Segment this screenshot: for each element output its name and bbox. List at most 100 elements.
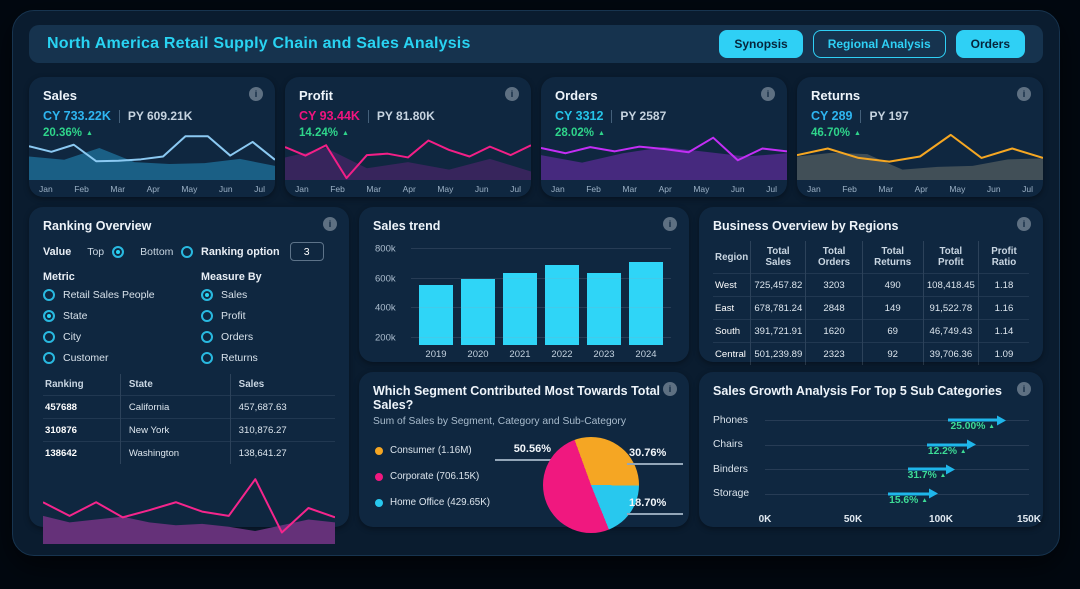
radio-option-sales[interactable]: Sales [201, 289, 335, 301]
table-row[interactable]: East 678,781.24 2848 149 91,522.78 1.16 [713, 296, 1029, 320]
month-label: Mar [622, 184, 638, 194]
month-label: Jun [730, 184, 745, 194]
y-axis-tick: 600k [375, 273, 396, 285]
radio-option-profit[interactable]: Profit [201, 310, 335, 322]
info-icon[interactable] [323, 217, 337, 231]
table-cell: 1620 [805, 319, 863, 343]
month-axis: Jan Feb Mar Apr May Jun Jul [295, 184, 521, 194]
info-icon[interactable] [663, 382, 677, 396]
value-divider [118, 109, 120, 123]
header-button-orders[interactable]: Orders [955, 30, 1025, 58]
table-row[interactable]: South 391,721.91 1620 69 46,749.43 1.14 [713, 319, 1029, 343]
trend-bar-2019[interactable] [419, 285, 453, 345]
value-divider [611, 109, 613, 123]
radio-option-orders[interactable]: Orders [201, 331, 335, 343]
gridline [765, 444, 1029, 446]
change-badge: 46.70% [811, 127, 1029, 139]
month-label: Jul [1022, 184, 1033, 194]
trend-bar-2022[interactable] [545, 265, 579, 345]
column-header-state: State [119, 374, 231, 396]
month-axis: Jan Feb Mar Apr May Jun Jul [807, 184, 1033, 194]
radio-option-customer[interactable]: Customer [43, 352, 201, 364]
month-label: Mar [366, 184, 382, 194]
month-axis: Jan Feb Mar Apr May Jun Jul [39, 184, 265, 194]
info-icon[interactable] [1017, 217, 1031, 231]
category-label: Storage [713, 488, 750, 500]
kpi-sparkline [29, 133, 275, 180]
month-label: Jul [510, 184, 521, 194]
prior-year-value: PY 2587 [620, 109, 667, 123]
info-icon[interactable] [1017, 87, 1031, 101]
kpi-card-returns: Returns CY 289 PY 197 46.70% Jan Feb Mar Ap… [797, 77, 1043, 197]
trend-bar-2021[interactable] [503, 273, 537, 345]
info-icon[interactable] [1017, 382, 1031, 396]
table-row[interactable]: 138642 Washington 138,641.27 [43, 441, 335, 464]
current-year-value: CY 93.44K [299, 109, 360, 123]
growth-row-storage: Storage 15.6% [713, 482, 1029, 507]
trend-bar-2023[interactable] [587, 273, 621, 345]
month-label: Jun [218, 184, 233, 194]
top-bottom-radios: Top Bottom [87, 245, 194, 258]
info-icon[interactable] [663, 217, 677, 231]
measure-by-label: Measure By [201, 271, 262, 283]
table-cell: 69 [861, 319, 924, 343]
month-label: Jul [254, 184, 265, 194]
metric-radio-list: Retail Sales People State City Customer [43, 289, 201, 364]
month-label: May [181, 184, 198, 194]
legend-item-corporate-706-15k-[interactable]: Corporate (706.15K) [375, 471, 490, 482]
radio-option-retail-sales-people[interactable]: Retail Sales People [43, 289, 201, 301]
change-badge: 14.24% [299, 127, 517, 139]
prior-year-value: PY 609.21K [127, 109, 193, 123]
table-row[interactable]: Central 501,239.89 2323 92 39,706.36 1.09 [713, 342, 1029, 365]
table-cell: 1.14 [977, 319, 1029, 343]
radio-option-top[interactable]: Top [87, 245, 125, 258]
pie-chart[interactable] [543, 437, 639, 533]
change-badge: 28.02% [555, 127, 773, 139]
ranking-option-input[interactable] [289, 242, 324, 261]
ranking-option-label: Ranking option [201, 245, 280, 258]
table-cell: 2848 [805, 296, 863, 320]
trend-bar-2024[interactable] [629, 262, 663, 345]
info-icon[interactable] [761, 87, 775, 101]
month-label: Apr [914, 184, 928, 194]
x-axis-label: 0K [758, 514, 772, 525]
legend-item-home-office-429-65k-[interactable]: Home Office (429.65K) [375, 497, 490, 508]
header-button-synopsis[interactable]: Synopsis [719, 30, 803, 58]
radio-option-city[interactable]: City [43, 331, 201, 343]
table-row[interactable]: 310876 New York 310,876.27 [43, 418, 335, 442]
trend-bar-2020[interactable] [461, 278, 495, 345]
radio-selected-icon [43, 310, 55, 322]
info-icon[interactable] [505, 87, 519, 101]
month-label: Jun [474, 184, 489, 194]
info-icon[interactable] [249, 87, 263, 101]
table-cell: 138642 [45, 447, 78, 459]
radio-option-returns[interactable]: Returns [201, 352, 335, 364]
dashboard-container: North America Retail Supply Chain and Sa… [12, 10, 1060, 556]
growth-row-phones: Phones 25.00% [713, 408, 1029, 433]
legend-item-consumer-1-16m-[interactable]: Consumer (1.16M) [375, 445, 490, 456]
month-label: Apr [146, 184, 160, 194]
bar-column: 2020 [461, 245, 495, 360]
table-row[interactable]: 457688 California 457,687.63 [43, 395, 335, 419]
panel-title: Which Segment Contributed Most Towards T… [373, 384, 661, 412]
radio-label: Sales [221, 289, 248, 301]
kpi-row: Sales CY 733.22K PY 609.21K 20.36% Jan Fe… [29, 77, 1043, 197]
bar-chart: 2019 2020 2021 2022 2023 2024 800k 600k 400k 200… [375, 244, 671, 360]
header-button-regional-analysis[interactable]: Regional Analysis [812, 30, 946, 58]
radio-option-state[interactable]: State [43, 310, 201, 322]
category-label: Binders [713, 463, 748, 475]
radio-option-bottom[interactable]: Bottom [140, 245, 194, 258]
kpi-title: Profit [299, 88, 333, 103]
kpi-sparkline [541, 133, 787, 180]
panel-title: Sales trend [373, 219, 441, 233]
table-cell: South [715, 325, 741, 337]
table-row[interactable]: West 725,457.82 3203 490 108,418.45 1.18 [713, 273, 1029, 297]
pie-chart-area: Consumer (1.16M) Corporate (706.15K) Home … [373, 431, 683, 539]
table-cell: 92 [861, 342, 924, 365]
table-header-row: Region Total Sales Total Orders Total Retur… [713, 241, 1029, 274]
month-label: Apr [402, 184, 416, 194]
legend-label: Corporate (706.15K) [390, 471, 480, 482]
radio-icon [181, 245, 194, 258]
table-cell: 490 [861, 273, 924, 297]
pie-label-home-office: 18.70% [627, 497, 683, 515]
